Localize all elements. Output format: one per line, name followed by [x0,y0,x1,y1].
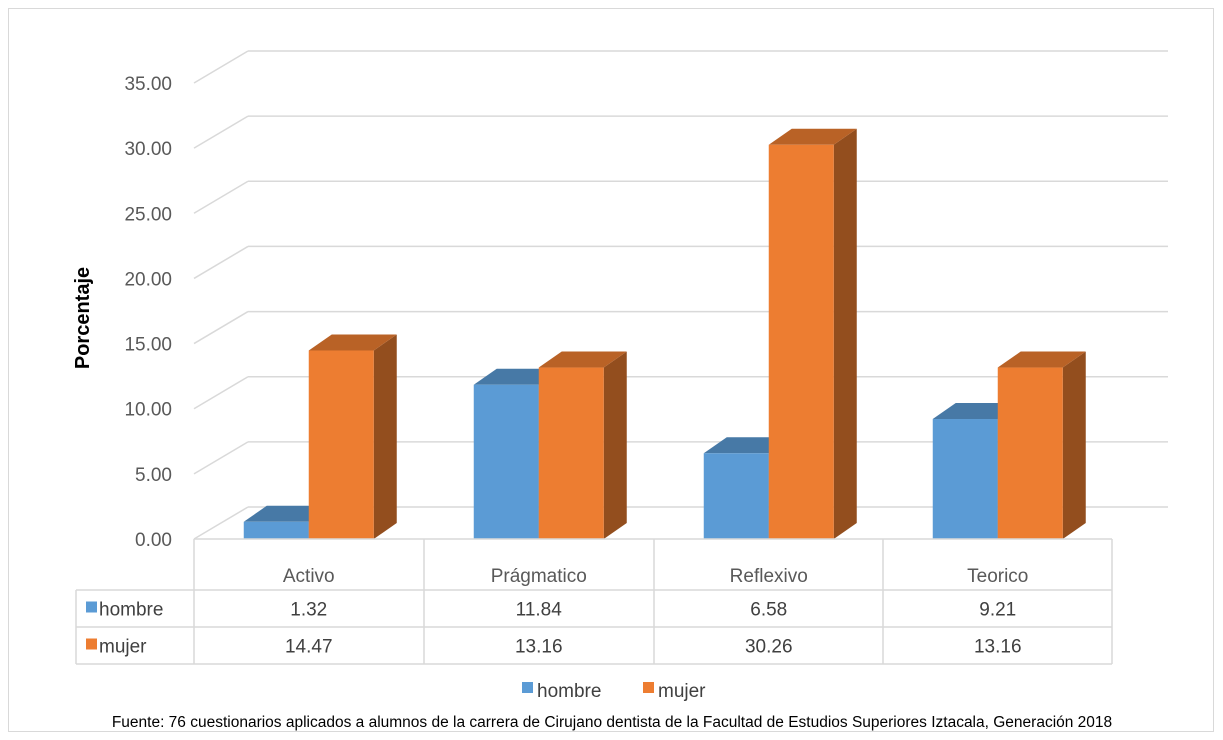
bar-side-mujer [603,351,627,539]
legend-key-hombre [522,682,533,693]
y-tick-label: 10.00 [124,400,172,421]
gridline-side [193,115,249,149]
table-legend-key [86,601,97,613]
y-tick-label: 15.00 [124,335,172,356]
table-series-name: mujer [99,637,147,658]
bar-hombre [243,521,309,539]
category-label: Reflexivo [730,566,808,587]
y-axis-ticks: 0.00 5.00 10.00 15.00 20.00 25.00 30.00 35.00 [124,74,172,551]
source-note: Fuente: 76 cuestionarios aplicados a alu… [112,714,1112,731]
category-label: Prágmatico [491,566,587,587]
bars [243,128,1086,539]
bar-mujer [997,367,1063,539]
bar-side-mujer [373,334,397,539]
table-cell: 1.32 [290,600,327,621]
table-cell: 30.26 [745,637,793,658]
table-series-name: hombre [99,600,163,621]
gridline-side [193,180,249,214]
table-cell: 13.16 [515,637,563,658]
category-label: Teorico [967,566,1028,587]
gridline-side [193,310,249,345]
y-tick-label: 35.00 [124,74,172,95]
bar-top-mujer [538,351,627,368]
legend-label: mujer [658,681,706,702]
bar-mujer [308,350,374,539]
bar-hombre [932,419,998,539]
bar-hombre [703,453,769,539]
bar-hombre [473,384,539,539]
table-cell: 9.21 [979,600,1016,621]
gridline-side [193,50,249,84]
bar-top-mujer [768,128,857,145]
data-table: Activo Prágmatico Reflexivo Teorico hombre 1.… [75,538,1113,665]
y-tick-label: 20.00 [124,269,172,290]
bar-mujer [768,144,834,539]
gridline-side [193,441,249,475]
gridline-side [193,506,249,540]
bar-side-mujer [833,128,857,539]
y-axis-label: Porcentaje [72,267,94,369]
table-cell: 13.16 [974,637,1022,658]
table-legend-key [86,638,97,650]
category-label: Activo [283,566,335,587]
gridline-side [193,376,249,410]
chart-frame [8,8,1214,732]
gridline-side [193,245,249,280]
bar-side-mujer [1062,351,1086,539]
table-cell: 11.84 [516,600,563,621]
legend-label: hombre [537,681,601,702]
table-cell: 6.58 [750,600,787,621]
bar-top-mujer [997,351,1086,368]
y-tick-label: 0.00 [135,530,172,551]
y-tick-label: 25.00 [124,204,172,225]
bar-mujer [538,367,604,539]
bar-top-mujer [308,334,397,351]
y-tick-label: 5.00 [135,465,172,486]
y-tick-label: 30.00 [124,139,172,160]
table-cell: 14.47 [285,637,333,658]
legend: hombre mujer [522,681,706,702]
legend-key-mujer [643,682,654,693]
